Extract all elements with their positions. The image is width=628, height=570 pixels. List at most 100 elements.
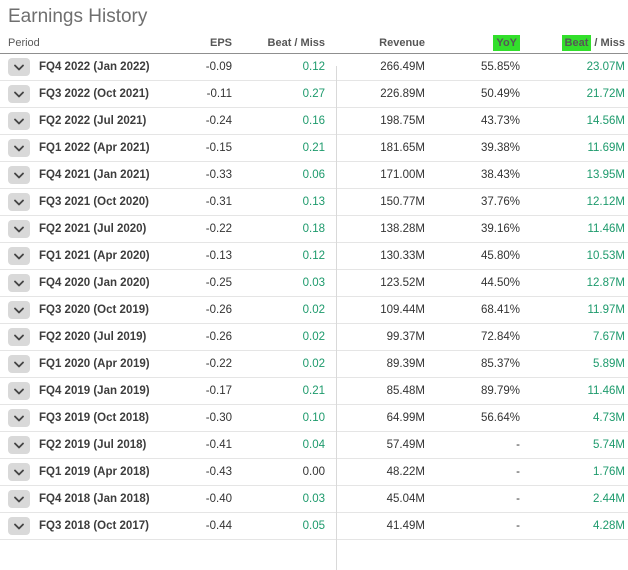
column-header-yoy: YoY [425,35,520,51]
chevron-down-icon [14,496,24,502]
period-label: FQ3 2022 (Oct 2021) [39,88,149,100]
earnings-table-body: FQ4 2022 (Jan 2022) -0.09 0.12 266.49M 5… [0,54,628,540]
expand-row-button[interactable] [8,247,30,265]
expand-row-button[interactable] [8,382,30,400]
eps-value: -0.26 [205,331,232,343]
table-row: FQ1 2021 (Apr 2020) -0.13 0.12 130.33M 4… [0,243,628,270]
revenue-beat-miss-value: 4.73M [593,412,625,424]
yoy-value: 89.79% [480,385,520,397]
table-row: FQ3 2021 (Oct 2020) -0.31 0.13 150.77M 3… [0,189,628,216]
revenue-value: 226.89M [380,88,425,100]
chevron-down-icon [14,388,24,394]
revenue-value: 266.49M [380,61,425,73]
expand-row-button[interactable] [8,85,30,103]
table-row: FQ4 2021 (Jan 2021) -0.33 0.06 171.00M 3… [0,162,628,189]
expand-row-button[interactable] [8,220,30,238]
eps-beat-miss-value: 0.27 [302,88,325,100]
eps-beat-miss-value: 0.03 [302,493,325,505]
page-title: Earnings History [8,6,148,27]
expand-row-button[interactable] [8,166,30,184]
revenue-value: 171.00M [380,169,425,181]
chevron-down-icon [14,172,24,178]
yoy-value: 68.41% [480,304,520,316]
expand-row-button[interactable] [8,490,30,508]
yoy-value: 72.84% [480,331,520,343]
revenue-beat-miss-value: 11.46M [587,223,625,235]
revenue-beat-miss-value: 21.72M [586,88,625,100]
earnings-history-table: Period EPS Beat / Miss Revenue YoY Beat … [0,33,628,570]
revenue-beat-miss-value: 11.97M [587,304,625,316]
table-row: FQ1 2022 (Apr 2021) -0.15 0.21 181.65M 3… [0,135,628,162]
yoy-value: 50.49% [480,88,520,100]
yoy-value: 38.43% [480,169,520,181]
expand-row-button[interactable] [8,139,30,157]
table-row: FQ3 2020 (Oct 2019) -0.26 0.02 109.44M 6… [0,297,628,324]
revenue-value: 41.49M [386,520,425,532]
yoy-search-highlight: YoY [493,35,520,51]
expand-row-button[interactable] [8,463,30,481]
expand-row-button[interactable] [8,409,30,427]
expand-row-button[interactable] [8,274,30,292]
revenue-value: 123.52M [380,277,425,289]
yoy-value: 56.64% [480,412,520,424]
expand-row-button[interactable] [8,517,30,535]
yoy-value: 39.38% [480,142,520,154]
revenue-beat-miss-value: 14.56M [586,115,625,127]
table-row: FQ3 2022 (Oct 2021) -0.11 0.27 226.89M 5… [0,81,628,108]
revenue-beat-miss-value: 1.76M [593,466,625,478]
period-label: FQ2 2021 (Jul 2020) [39,223,147,235]
period-label: FQ1 2021 (Apr 2020) [39,250,150,262]
expand-row-button[interactable] [8,328,30,346]
period-label: FQ4 2018 (Jan 2018) [39,493,150,505]
chevron-down-icon [14,280,24,286]
chevron-down-icon [14,64,24,70]
expand-row-button[interactable] [8,193,30,211]
expand-row-button[interactable] [8,355,30,373]
expand-row-button[interactable] [8,58,30,76]
yoy-value: 39.16% [480,223,520,235]
revenue-beat-miss-value: 13.95M [586,169,625,181]
revenue-beat-miss-value: 5.74M [593,439,625,451]
period-label: FQ4 2019 (Jan 2019) [39,385,150,397]
table-row: FQ4 2019 (Jan 2019) -0.17 0.21 85.48M 89… [0,378,628,405]
expand-row-button[interactable] [8,112,30,130]
period-label: FQ1 2019 (Apr 2018) [39,466,150,478]
chevron-down-icon [14,334,24,340]
eps-value: -0.24 [205,115,232,127]
table-row: FQ2 2022 (Jul 2021) -0.24 0.16 198.75M 4… [0,108,628,135]
column-header-eps: EPS [209,37,232,49]
revenue-beat-miss-value: 10.53M [586,250,625,262]
eps-value: -0.31 [205,196,232,208]
column-header-period: Period [8,37,40,49]
period-label: FQ3 2020 (Oct 2019) [39,304,149,316]
chevron-down-icon [14,361,24,367]
revenue-value: 130.33M [380,250,425,262]
eps-beat-miss-value: 0.21 [302,142,325,154]
eps-value: -0.44 [205,520,232,532]
period-label: FQ1 2022 (Apr 2021) [39,142,150,154]
yoy-value: - [516,439,520,451]
period-label: FQ4 2021 (Jan 2021) [39,169,150,181]
eps-value: -0.25 [205,277,232,289]
expand-row-button[interactable] [8,436,30,454]
revenue-beat-miss-value: 5.89M [593,358,625,370]
eps-beat-miss-value: 0.12 [302,61,325,73]
table-row: FQ4 2022 (Jan 2022) -0.09 0.12 266.49M 5… [0,54,628,81]
eps-value: -0.30 [205,412,232,424]
eps-value: -0.22 [205,358,232,370]
period-label: FQ3 2021 (Oct 2020) [39,196,149,208]
eps-beat-miss-value: 0.16 [302,115,325,127]
eps-value: -0.26 [205,304,232,316]
revenue-value: 85.48M [386,385,425,397]
eps-beat-miss-value: 0.04 [302,439,325,451]
eps-beat-miss-value: 0.12 [302,250,325,262]
yoy-value: 85.37% [480,358,520,370]
eps-beat-miss-value: 0.13 [302,196,325,208]
eps-beat-miss-value: 0.06 [302,169,325,181]
revenue-value: 198.75M [380,115,425,127]
period-label: FQ4 2022 (Jan 2022) [39,61,150,73]
yoy-value: 55.85% [480,61,520,73]
revenue-value: 181.65M [380,142,425,154]
revenue-beat-miss-value: 12.87M [586,277,625,289]
expand-row-button[interactable] [8,301,30,319]
